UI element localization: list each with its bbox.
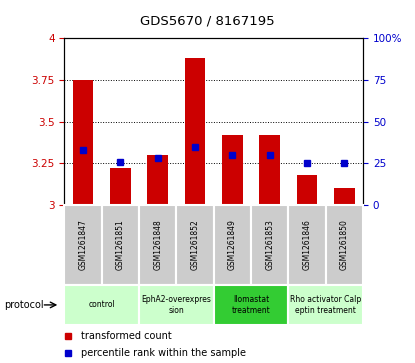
Text: GSM1261852: GSM1261852: [190, 220, 200, 270]
Text: GSM1261851: GSM1261851: [116, 220, 125, 270]
Bar: [73, 80, 93, 205]
Bar: [214, 205, 251, 285]
Bar: [139, 285, 214, 325]
Bar: [222, 135, 243, 205]
Bar: [139, 205, 176, 285]
Bar: [326, 205, 363, 285]
Bar: [176, 205, 214, 285]
Text: control: control: [88, 301, 115, 309]
Bar: [259, 135, 280, 205]
Bar: [288, 205, 326, 285]
Bar: [64, 205, 102, 285]
Bar: [297, 175, 317, 205]
Bar: [64, 285, 139, 325]
Text: GSM1261853: GSM1261853: [265, 220, 274, 270]
Bar: [214, 285, 288, 325]
Bar: [251, 205, 288, 285]
Text: GDS5670 / 8167195: GDS5670 / 8167195: [140, 15, 275, 28]
Bar: [185, 58, 205, 205]
Text: GSM1261846: GSM1261846: [303, 220, 312, 270]
Text: GSM1261848: GSM1261848: [153, 220, 162, 270]
Bar: [334, 188, 355, 205]
Bar: [110, 168, 131, 205]
Text: percentile rank within the sample: percentile rank within the sample: [81, 348, 246, 358]
Bar: [147, 155, 168, 205]
Bar: [288, 285, 363, 325]
Text: transformed count: transformed count: [81, 331, 172, 341]
Text: Ilomastat
treatment: Ilomastat treatment: [232, 295, 271, 315]
Bar: [102, 205, 139, 285]
Text: EphA2-overexpres
sion: EphA2-overexpres sion: [142, 295, 211, 315]
Text: protocol: protocol: [4, 300, 44, 310]
Text: GSM1261847: GSM1261847: [78, 220, 88, 270]
Text: GSM1261849: GSM1261849: [228, 220, 237, 270]
Text: GSM1261850: GSM1261850: [340, 220, 349, 270]
Text: Rho activator Calp
eptin treatment: Rho activator Calp eptin treatment: [290, 295, 361, 315]
